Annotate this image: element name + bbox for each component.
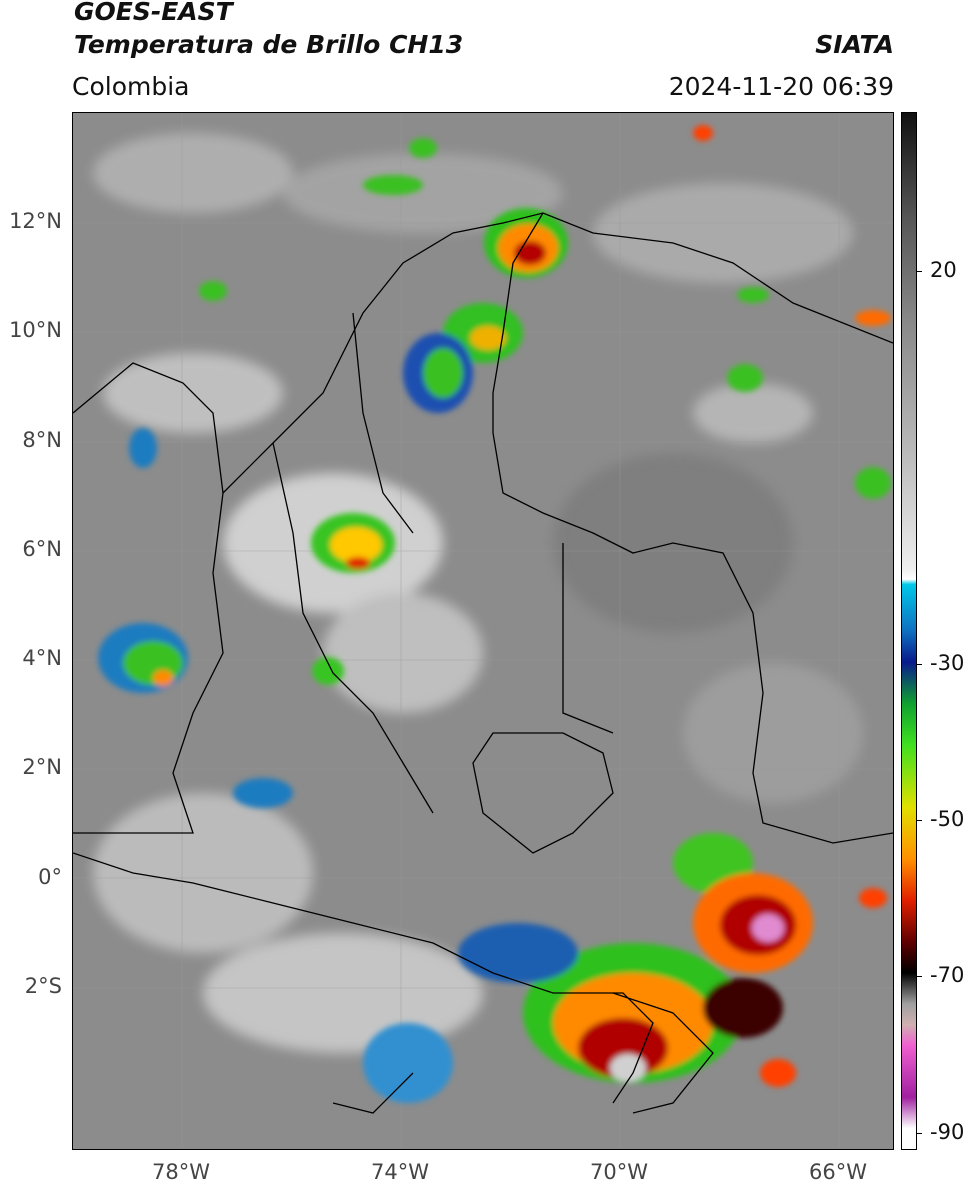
- lat-label-2n: 2°N: [22, 755, 62, 779]
- colorbar-tick-minus70: [916, 976, 922, 977]
- agency-label: SIATA: [815, 30, 894, 59]
- lon-label-78w: 78°W: [152, 1160, 210, 1184]
- colorbar-tick-minus30: [916, 664, 922, 665]
- timestamp-label: 2024-11-20 06:39: [668, 72, 894, 101]
- colorbar-label-minus30: -30: [930, 651, 965, 675]
- lat-label-6n: 6°N: [22, 537, 62, 561]
- lat-label-4n: 4°N: [22, 646, 62, 670]
- colorbar-tick-minus50: [916, 820, 922, 821]
- colorbar-label-minus70: -70: [930, 963, 965, 987]
- satellite-map: [72, 112, 894, 1150]
- colorbar-label-minus50: -50: [930, 807, 965, 831]
- map-canvas: [73, 113, 893, 1149]
- lat-label-12n: 12°N: [9, 209, 62, 233]
- colorbar-tick-20: [916, 271, 922, 272]
- colorbar-label-20: 20: [930, 258, 957, 282]
- satellite-title: GOES-EAST: [74, 0, 233, 26]
- lon-label-66w: 66°W: [809, 1160, 867, 1184]
- lat-label-8n: 8°N: [22, 428, 62, 452]
- colorbar-tick-minus90: [916, 1133, 922, 1134]
- lat-label-0: 0°: [38, 865, 62, 889]
- temperature-colorbar: [901, 112, 917, 1150]
- product-title: Temperatura de Brillo CH13: [74, 30, 464, 59]
- lon-label-74w: 74°W: [371, 1160, 429, 1184]
- lat-label-10n: 10°N: [9, 318, 62, 342]
- region-label: Colombia: [72, 72, 190, 101]
- lon-label-70w: 70°W: [590, 1160, 648, 1184]
- colorbar-label-minus90: -90: [930, 1120, 965, 1144]
- lat-label-2s: 2°S: [24, 974, 62, 998]
